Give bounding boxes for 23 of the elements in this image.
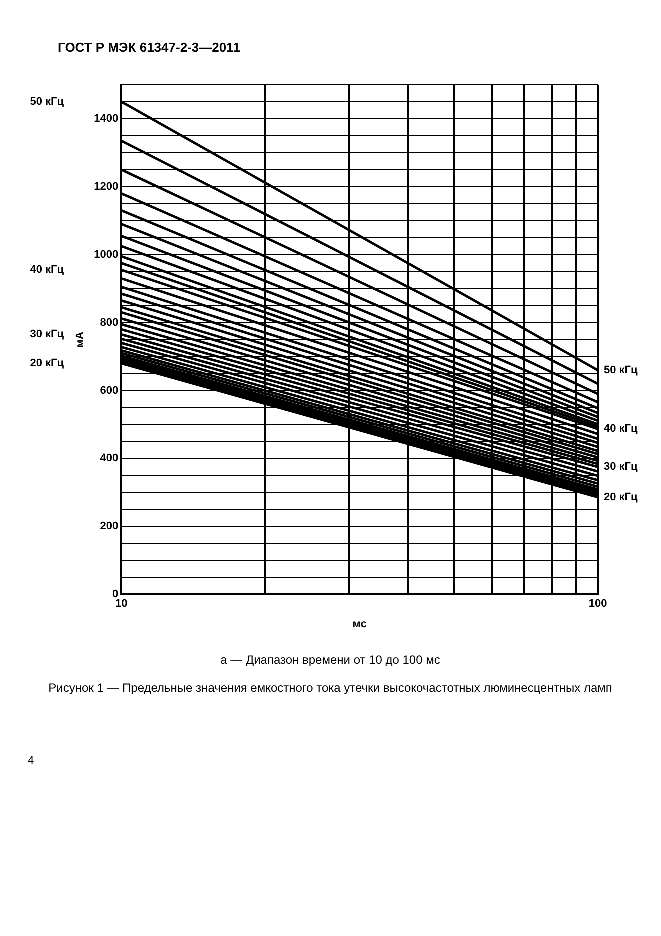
text: 30 кГц [30,328,64,341]
y-tick-label: 200 [100,520,119,533]
text: ГОСТ Р МЭК 61347-2-3—2011 [58,40,242,55]
series-label: 30 кГц [604,461,638,474]
text: 40 кГц [30,264,64,276]
series-label: 50 кГц [604,364,638,376]
text: 20 кГц [30,358,64,370]
x-axis-title: мс [352,618,367,630]
y-axis-title: мА [74,332,87,348]
x-tick-label: 100 [588,598,608,610]
y-tick-label: 400 [100,452,119,465]
y-tick-label: 600 [100,384,119,397]
series-label: 40 кГц [604,423,638,436]
y-tick-label: 800 [100,316,119,329]
y-tick-label: 1400 [94,113,119,126]
text: а — Диапазон времени от 10 до 100 мс [220,653,442,667]
text: Рисунок 1 — Предельные значения емкостного тока утечки высокочастотных люминесцентных ламп [48,681,614,695]
series-label: 20 кГц [604,491,638,504]
text: 4 [28,755,36,767]
y-tick-label: 1000 [94,248,119,261]
text: 50 кГц [30,96,64,108]
x-tick-label: 10 [116,598,128,610]
y-tick-label: 1200 [94,180,119,193]
